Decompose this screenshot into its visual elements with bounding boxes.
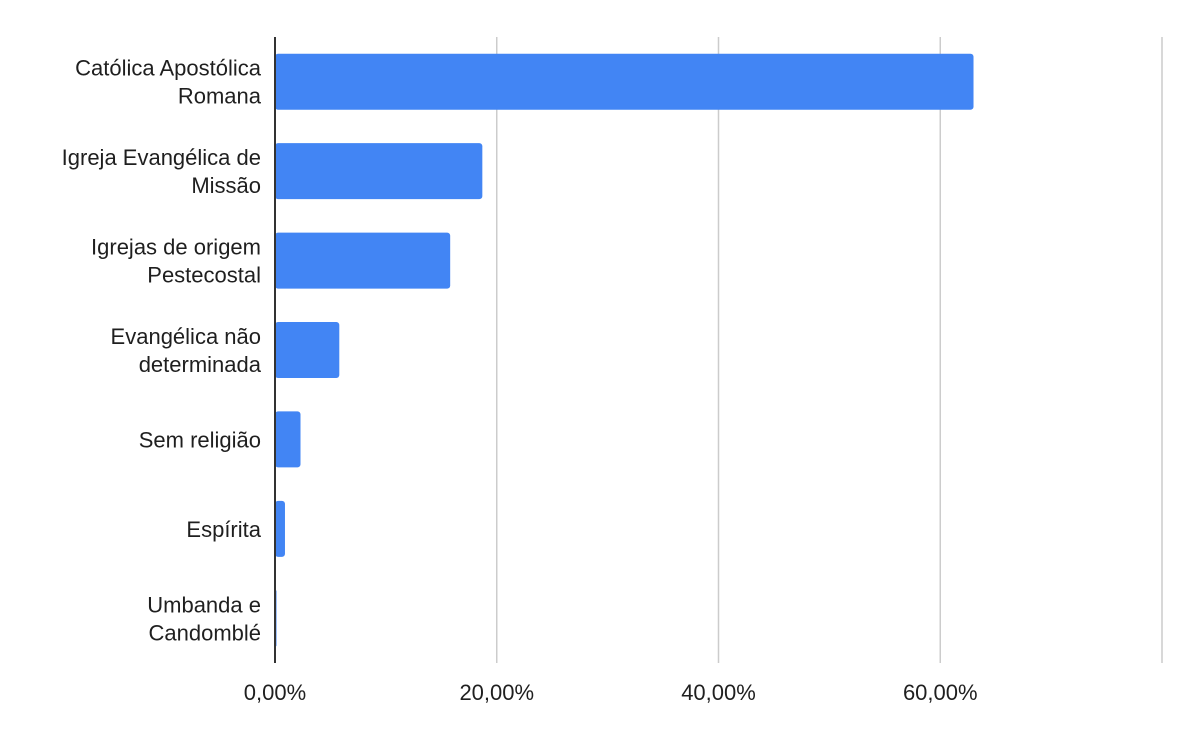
x-tick-label: 20,00% [459,680,534,705]
x-tick-label: 0,00% [244,680,306,705]
bar [275,232,451,289]
category-label: Espírita [186,517,261,542]
bar [275,411,301,468]
grid-lines [496,37,1163,663]
category-labels: Católica Apostólica Romana Igreja Evangéli… [62,56,262,646]
category-label: Igrejas de origem Pestecostal [91,235,261,288]
bar [275,322,340,378]
category-label: Católica Apostólica Romana [75,56,262,109]
bars [275,53,974,647]
category-label: Igreja Evangélica de Missão [62,145,261,198]
category-label: Umbanda e Candomblé [147,592,261,645]
x-tick-label: 40,00% [681,680,756,705]
category-label: Evangélica não determinada [111,324,262,377]
bar [275,53,974,110]
x-tick-label: 60,00% [903,680,978,705]
bar [275,500,285,557]
category-label: Sem religião [139,427,261,452]
bar [275,143,483,200]
x-tick-labels: 0,00% 20,00% 40,00% 60,00% [244,680,978,705]
